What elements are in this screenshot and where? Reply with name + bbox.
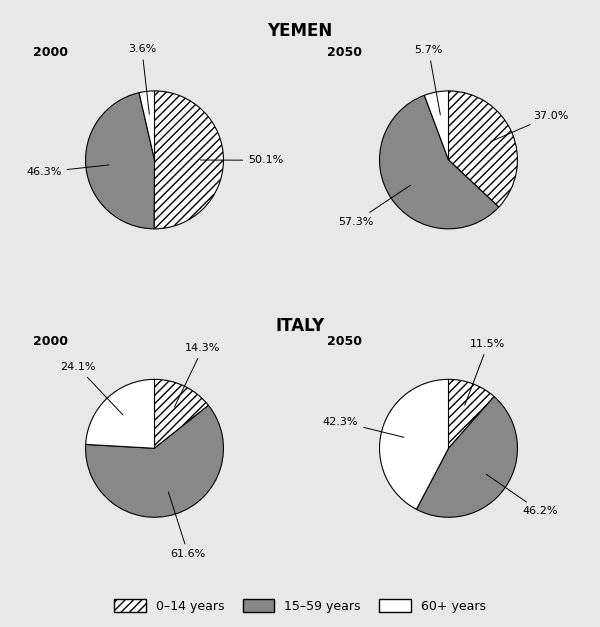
- Text: 14.3%: 14.3%: [175, 343, 221, 407]
- Text: 2050: 2050: [327, 335, 362, 347]
- Text: 11.5%: 11.5%: [465, 339, 505, 406]
- Text: 3.6%: 3.6%: [128, 45, 156, 114]
- Legend: 0–14 years, 15–59 years, 60+ years: 0–14 years, 15–59 years, 60+ years: [109, 594, 491, 618]
- Wedge shape: [380, 95, 499, 229]
- Wedge shape: [416, 396, 517, 517]
- Text: YEMEN: YEMEN: [268, 22, 332, 40]
- Wedge shape: [154, 91, 223, 229]
- Wedge shape: [86, 93, 155, 229]
- Text: 2000: 2000: [33, 46, 68, 59]
- Wedge shape: [424, 91, 449, 160]
- Wedge shape: [448, 379, 494, 448]
- Text: 24.1%: 24.1%: [61, 362, 123, 415]
- Wedge shape: [154, 379, 208, 448]
- Text: 5.7%: 5.7%: [415, 45, 443, 115]
- Wedge shape: [86, 379, 155, 448]
- Text: 50.1%: 50.1%: [200, 155, 283, 166]
- Wedge shape: [380, 379, 449, 509]
- Text: 2050: 2050: [327, 46, 362, 59]
- Text: 57.3%: 57.3%: [338, 186, 410, 226]
- Text: 42.3%: 42.3%: [323, 417, 404, 437]
- Wedge shape: [139, 91, 155, 160]
- Text: 61.6%: 61.6%: [169, 492, 206, 559]
- Text: 46.3%: 46.3%: [26, 165, 109, 177]
- Wedge shape: [86, 405, 223, 517]
- Text: 46.2%: 46.2%: [486, 475, 558, 517]
- Wedge shape: [448, 91, 517, 207]
- Text: 2000: 2000: [33, 335, 68, 347]
- Text: ITALY: ITALY: [275, 317, 325, 335]
- Text: 37.0%: 37.0%: [491, 111, 568, 142]
